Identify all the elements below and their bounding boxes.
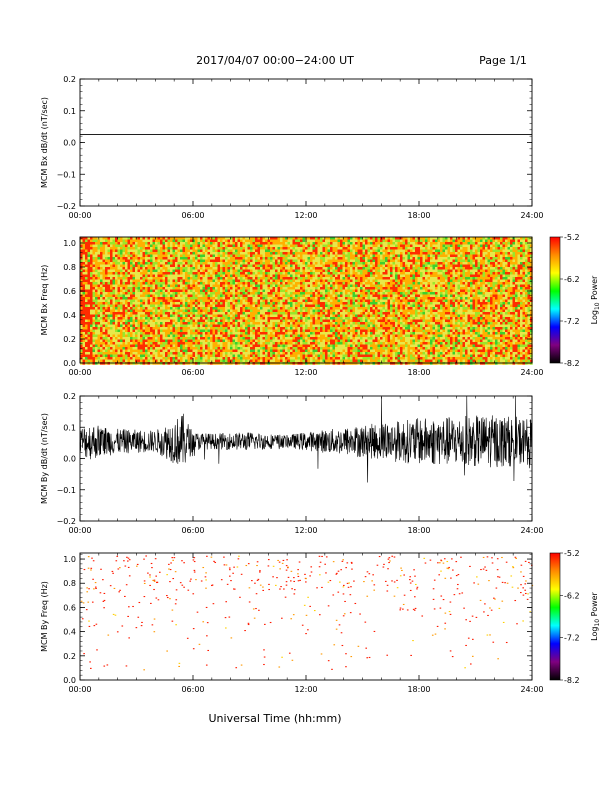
by-dbdt-series-line (79, 395, 533, 483)
y-tick-label: 0.0 (63, 455, 76, 464)
colorbar-tick-label: -8.2 (564, 359, 580, 368)
y-tick-label: 0.2 (63, 392, 76, 401)
x-tick-label: 00:00 (68, 526, 91, 535)
x-tick-label: 24:00 (520, 526, 543, 535)
colorbar-label: Log10 Power (590, 275, 601, 324)
x-tick-label: 24:00 (520, 685, 543, 694)
x-tick-label: 24:00 (520, 368, 543, 377)
colorbar-tick-label: -5.2 (564, 233, 580, 242)
y-tick-label: 0.0 (63, 359, 76, 368)
y-tick-label: 0.1 (63, 423, 76, 432)
x-tick-label: 12:00 (294, 211, 317, 220)
x-tick-label: 18:00 (407, 211, 430, 220)
y-tick-label: 0.0 (63, 676, 76, 685)
page-number: Page 1/1 (479, 54, 527, 67)
x-tick-label: 06:00 (181, 685, 204, 694)
page-title: 2017/04/07 00:00−24:00 UT (196, 54, 354, 67)
plot-frame (79, 78, 533, 207)
x-tick-label: 24:00 (520, 211, 543, 220)
x-tick-label: 12:00 (294, 368, 317, 377)
panel-bx-spectrogram: 00:00 06:00 12:00 18:00 24:00 0.0 0.2 0.4 0.6 0.8… (40, 236, 544, 377)
y-tick-label: 0.4 (63, 311, 76, 320)
x-tick-label: 06:00 (181, 211, 204, 220)
colorbar-tick-label: -5.2 (564, 549, 580, 558)
y-tick-label: 0.2 (63, 75, 76, 84)
x-tick-label: 00:00 (68, 211, 91, 220)
y-tick-label: 1.0 (63, 555, 76, 564)
x-tick-label: 18:00 (407, 368, 430, 377)
y-tick-label: 0.6 (63, 603, 76, 612)
colorbar-tick-label: -8.2 (564, 676, 580, 685)
x-axis-title: Universal Time (hh:mm) (209, 712, 342, 725)
y-tick-label: 0.1 (63, 107, 76, 116)
y-tick-label: 0.4 (63, 628, 76, 637)
x-tick-label: 18:00 (407, 526, 430, 535)
panel-bx-dbdt: 00:00 06:00 12:00 18:00 24:00 −0.2 −0.1 0.0 0.1 0… (40, 75, 544, 220)
y-tick-label: −0.2 (57, 517, 76, 526)
y-tick-label: 0.2 (63, 335, 76, 344)
bx-spectrogram-cells (80, 237, 533, 365)
colorbar-tick-label: -7.2 (564, 317, 580, 326)
panel-by-dbdt: 00:00 06:00 12:00 18:00 24:00 −0.2 −0.1 0.0 0.1 0… (40, 392, 544, 535)
y-tick-label: 0.2 (63, 652, 76, 661)
y-axis-label: MCM By dB/dt (nT/sec) (40, 413, 49, 504)
y-axis-label: MCM By Freq (Hz) (40, 581, 49, 652)
colorbar-gradient (549, 552, 561, 681)
y-tick-label: 0.0 (63, 139, 76, 148)
x-tick-label: 06:00 (181, 526, 204, 535)
y-tick-label: −0.1 (57, 486, 76, 495)
plot-frame (79, 552, 533, 681)
x-tick-label: 00:00 (68, 368, 91, 377)
y-tick-label: −0.1 (57, 170, 76, 179)
panel-by-spectrogram: 00:00 06:00 12:00 18:00 24:00 0.0 0.2 0.4 0.6 0.8… (40, 552, 544, 694)
x-tick-label: 12:00 (294, 526, 317, 535)
y-axis-label: MCM Bx dB/dt (nT/sec) (40, 97, 49, 188)
x-tick-label: 12:00 (294, 685, 317, 694)
by-spectrogram-points (80, 555, 534, 671)
y-tick-label: 0.8 (63, 579, 76, 588)
colorbar-tick-label: -6.2 (564, 275, 580, 284)
y-axis-label: MCM Bx Freq (Hz) (40, 265, 49, 336)
y-tick-label: 0.8 (63, 263, 76, 272)
y-tick-label: −0.2 (57, 202, 76, 211)
x-tick-label: 18:00 (407, 685, 430, 694)
x-tick-label: 00:00 (68, 685, 91, 694)
colorbar-tick-label: -6.2 (564, 591, 580, 600)
x-tick-label: 06:00 (181, 368, 204, 377)
colorbar-tick-label: -7.2 (564, 634, 580, 643)
y-tick-label: 0.6 (63, 287, 76, 296)
colorbar-bx: -5.2 -6.2 -7.2 -8.2 Log10 Power (549, 233, 601, 368)
y-tick-label: 1.0 (63, 239, 76, 248)
colorbar-gradient (549, 236, 561, 364)
colorbar-label: Log10 Power (590, 591, 601, 640)
colorbar-by: -5.2 -6.2 -7.2 -8.2 Log10 Power (549, 549, 601, 685)
